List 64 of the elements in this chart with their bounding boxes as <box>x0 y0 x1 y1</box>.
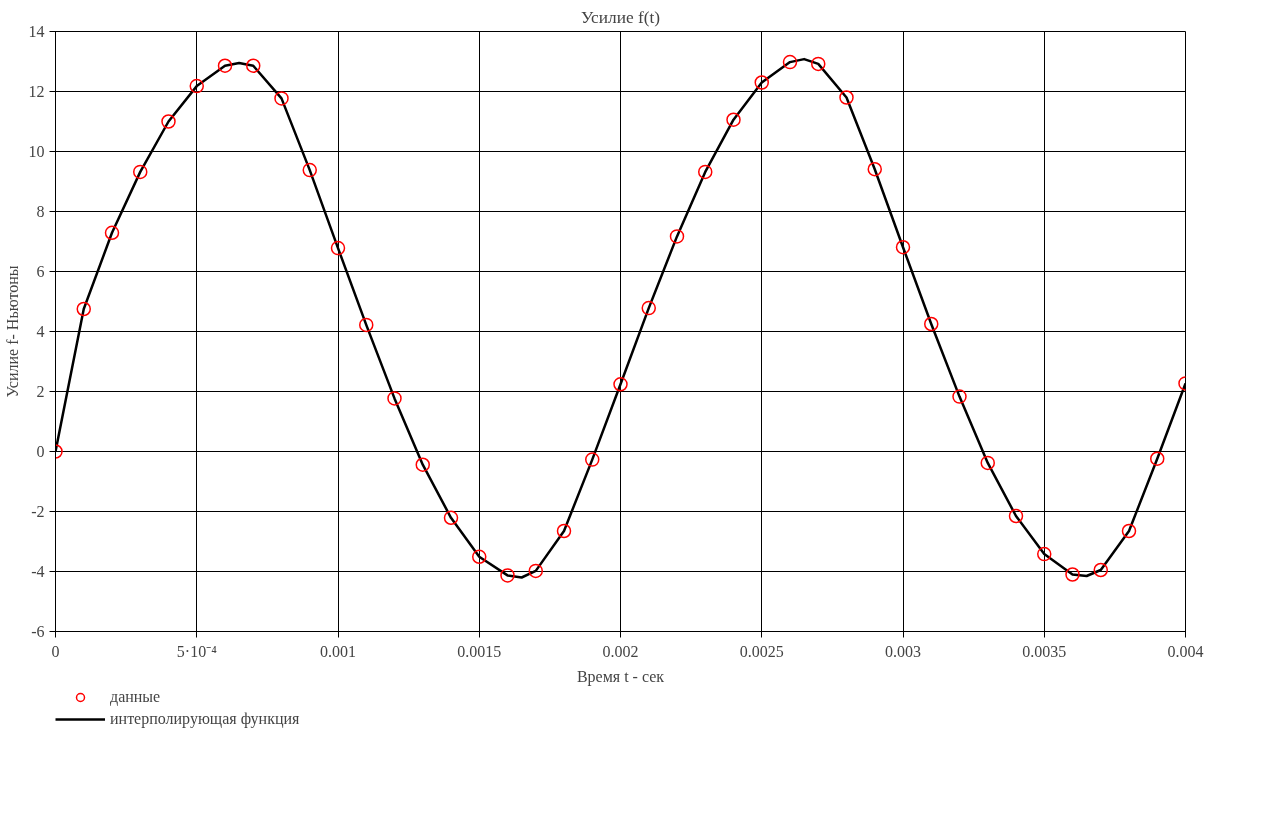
y-tick-label: -6 <box>31 623 45 640</box>
point <box>641 300 656 316</box>
point <box>839 90 854 105</box>
legend-label: интерполирующая функция <box>110 710 300 728</box>
point <box>726 112 741 127</box>
y-tick-label: 0 <box>36 443 45 460</box>
point <box>104 225 120 241</box>
x-tick-label: 0 <box>51 642 60 660</box>
y-tick-label: 14 <box>28 23 45 40</box>
point <box>330 240 346 256</box>
point <box>895 239 911 255</box>
point <box>613 377 628 392</box>
point <box>274 91 289 106</box>
y-tick-label: -2 <box>31 503 45 520</box>
point <box>585 452 600 467</box>
point <box>867 161 882 177</box>
point <box>1121 523 1137 539</box>
legend-label: данные <box>110 688 161 706</box>
point <box>189 78 204 94</box>
point <box>302 162 317 178</box>
y-tick-label: 6 <box>36 263 45 280</box>
point <box>980 455 995 471</box>
point <box>1008 508 1024 524</box>
point <box>217 58 233 73</box>
y-tick-label: 2 <box>36 383 45 400</box>
x-tick-label: 0.0025 <box>739 642 784 660</box>
point <box>924 316 939 332</box>
y-tick-label: 12 <box>28 83 45 100</box>
point <box>443 510 459 526</box>
y-axis-title: Усилие f- Ньютоны <box>3 265 21 398</box>
x-tick-label: 0.001 <box>320 642 356 660</box>
point <box>500 568 515 583</box>
point <box>415 457 430 472</box>
x-tick-label: 0.004 <box>1167 642 1204 660</box>
chart-title: Усилие f(t) <box>580 7 661 27</box>
point <box>359 317 374 333</box>
x-axis-title: Время t - сек <box>576 667 665 686</box>
point <box>387 391 402 406</box>
x-tick-label: 0.0035 <box>1022 642 1067 660</box>
point <box>754 75 769 90</box>
y-tick-label: -4 <box>31 563 45 580</box>
point <box>669 229 685 244</box>
point <box>528 563 543 579</box>
y-tick-label: 4 <box>36 323 45 340</box>
point <box>782 54 798 70</box>
x-tick-label: 0.003 <box>885 642 921 660</box>
y-tick-label: 8 <box>36 203 45 220</box>
point <box>1037 546 1052 562</box>
point <box>1065 567 1080 582</box>
x-tick-label: 0.002 <box>602 642 639 660</box>
point <box>76 301 91 317</box>
point <box>472 549 487 565</box>
x-tick-label: 5·10⁻⁴ <box>176 642 218 660</box>
point <box>133 164 148 180</box>
point <box>1150 451 1165 466</box>
point <box>161 114 176 129</box>
point <box>556 523 572 539</box>
point <box>811 56 826 72</box>
y-tick-label: 10 <box>28 143 45 160</box>
point <box>952 389 967 404</box>
point <box>1093 562 1108 578</box>
x-tick-label: 0.0015 <box>457 642 502 660</box>
point <box>698 164 713 180</box>
point <box>246 58 261 73</box>
